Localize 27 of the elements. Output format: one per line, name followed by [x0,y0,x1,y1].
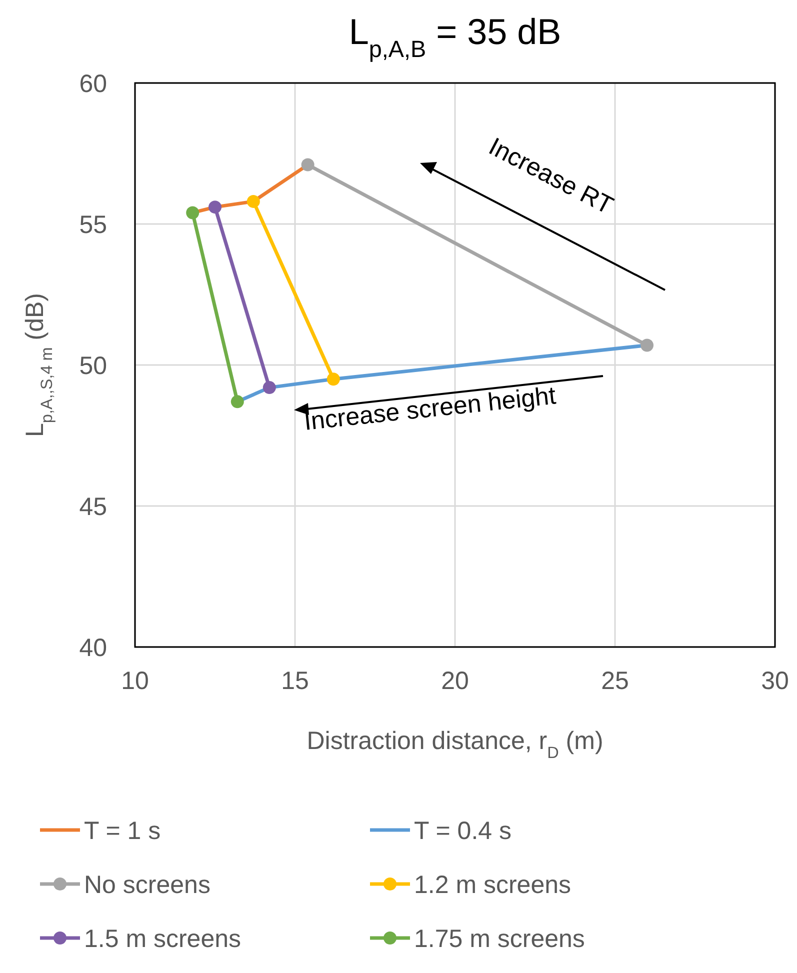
legend-label: No screens [84,871,210,899]
y-tick-label: 60 [79,70,107,98]
legend-label: 1.75 m screens [414,925,585,953]
point [186,206,200,220]
point [246,194,260,208]
point [262,381,276,394]
legend-label: T = 1 s [84,817,161,845]
y-tick-label: 50 [79,352,107,380]
chart-title: L$_{p,A,B}$ = 35 dB [348,11,562,62]
x-tick-label: 30 [761,667,789,695]
annotation: Increase screen height [302,382,558,436]
y-tick-label: 40 [79,634,107,662]
x-tick-label: 15 [281,667,309,695]
point [640,338,654,352]
y-tick-label: 45 [79,493,107,521]
point [230,395,244,408]
x-tick-label: 10 [121,667,149,695]
legend-label: 1.5 m screens [84,925,242,953]
point [208,200,222,214]
point [326,372,340,386]
legend-label: T = 0.4 s [414,817,512,845]
legend-label: 1.2 m screens [414,871,572,899]
x-tick-label: 20 [441,667,469,695]
x-tick-label: 25 [601,667,629,695]
x-axis-title: Distraction distance, r$_{D}$ (m) [306,727,604,762]
point [301,158,314,172]
y-tick-label: 55 [79,211,107,239]
